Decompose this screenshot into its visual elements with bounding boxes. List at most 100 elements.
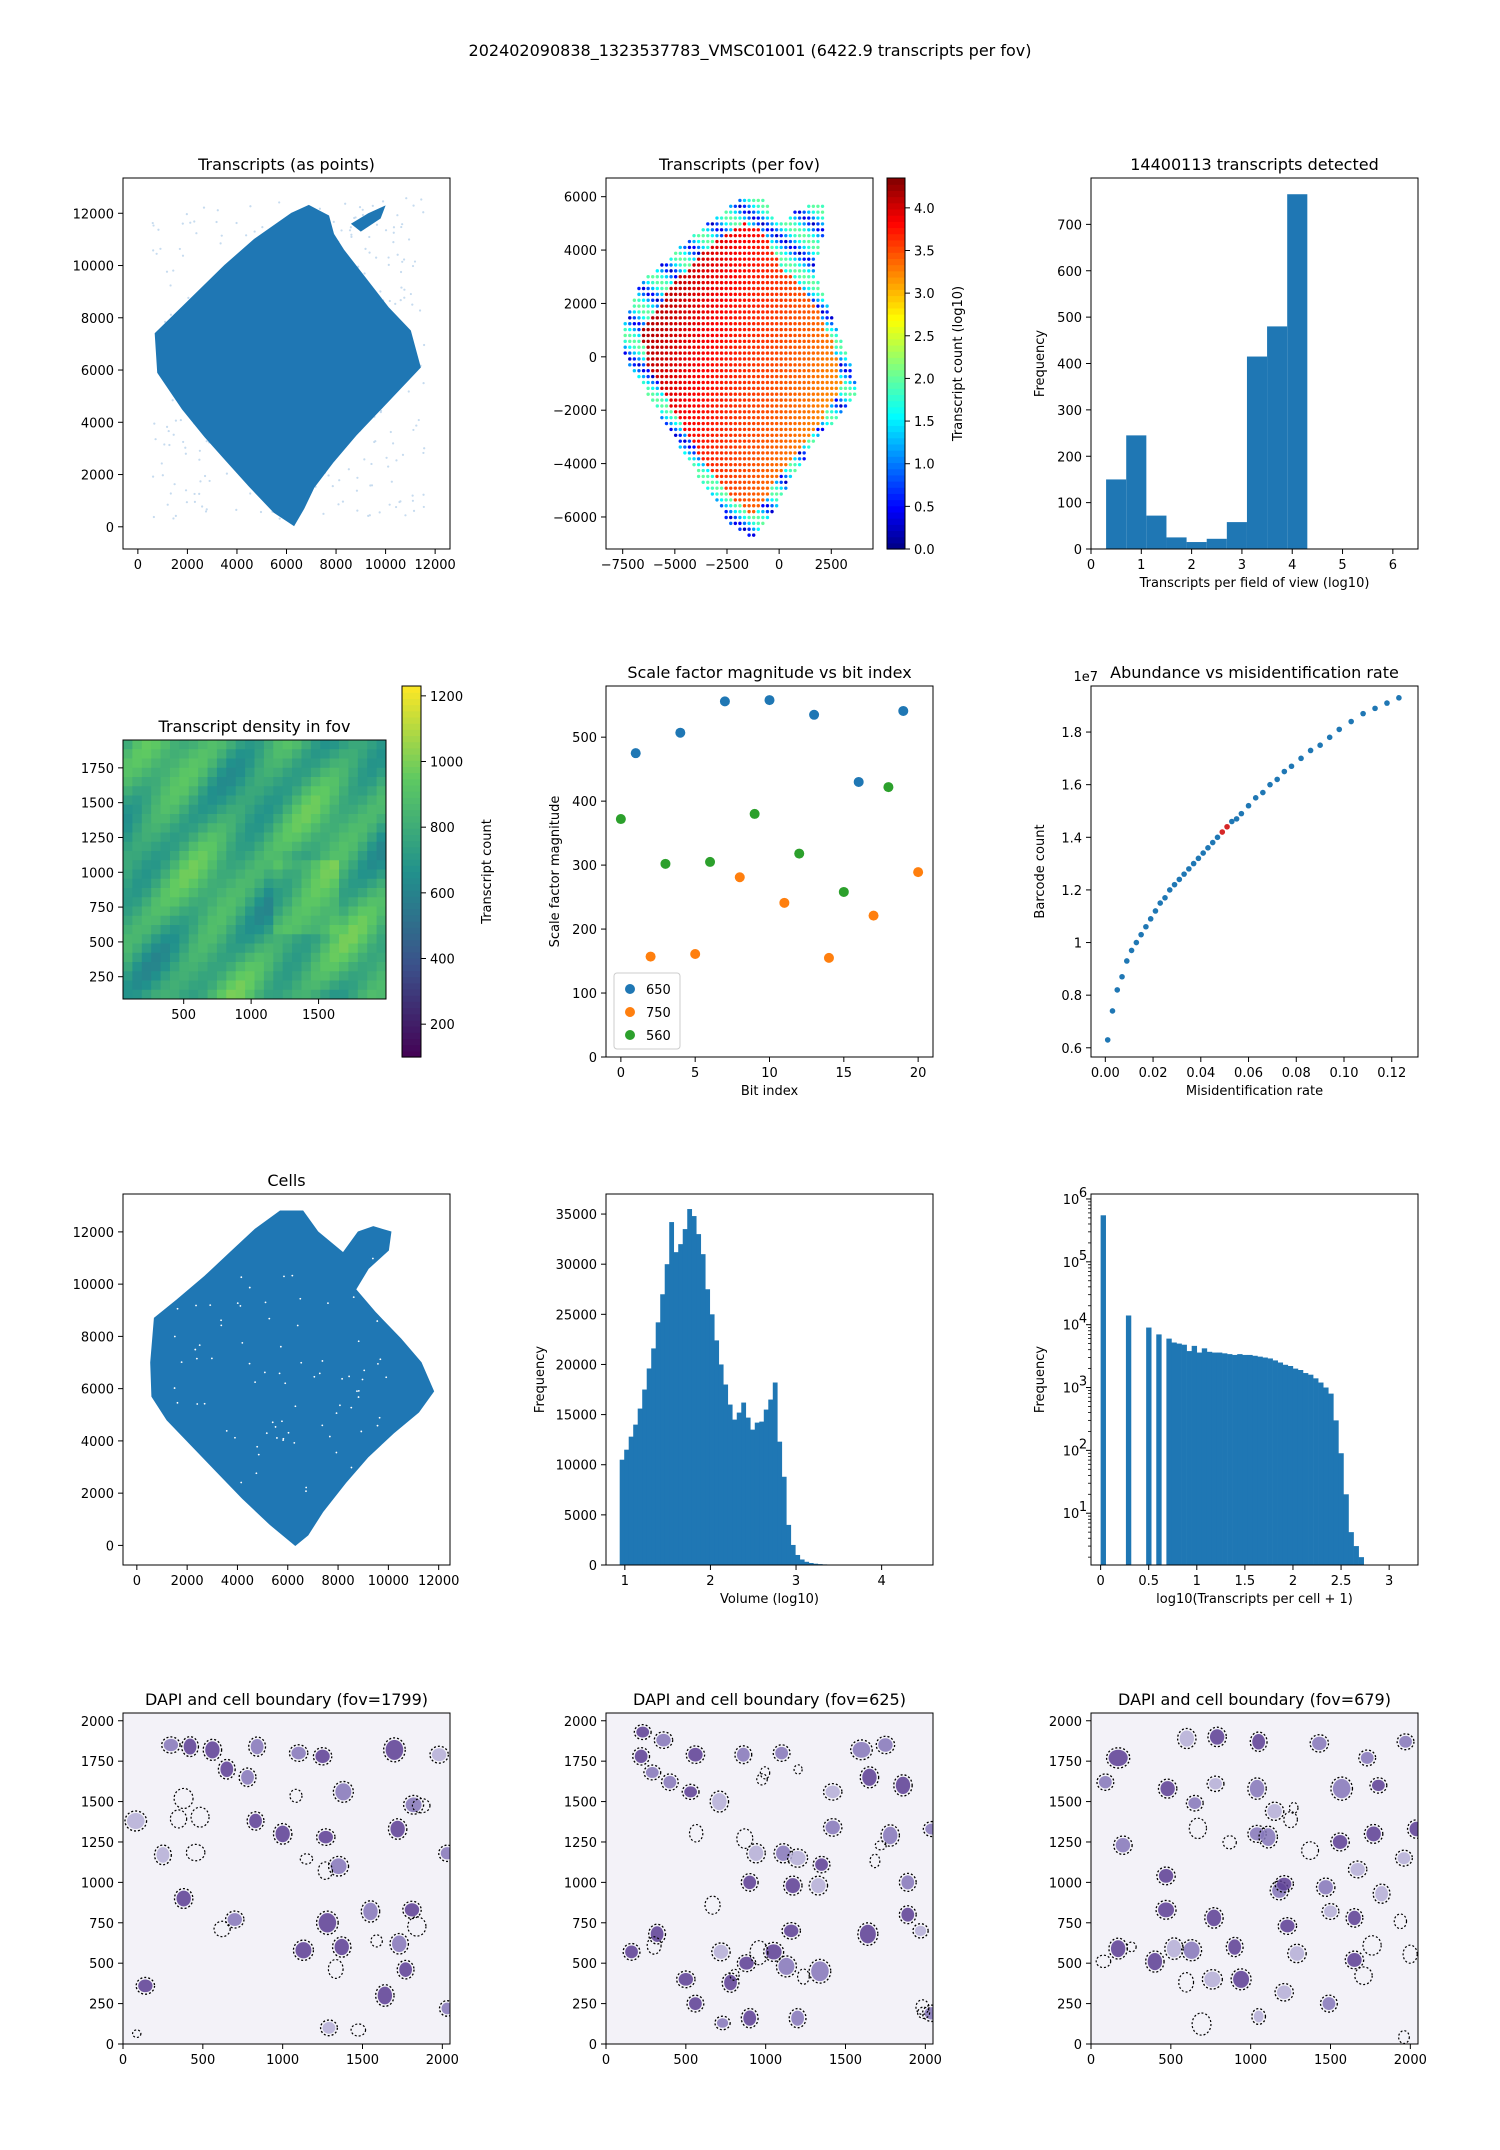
sparse-transcript-point — [193, 492, 196, 496]
density-cell — [216, 758, 227, 769]
density-cell — [123, 777, 133, 787]
density-cell — [263, 841, 274, 852]
cell-gap — [300, 1361, 303, 1364]
fov-point — [701, 322, 705, 326]
fov-point — [710, 457, 715, 461]
fov-point — [747, 292, 751, 297]
histogram-bar — [1196, 1352, 1203, 1565]
fov-point — [729, 251, 733, 255]
colorbar-tick-label: 3.5 — [914, 244, 935, 259]
fov-point — [637, 316, 641, 320]
fov-point — [770, 345, 774, 349]
density-cell — [292, 841, 302, 852]
fov-point — [637, 351, 641, 355]
fov-point — [784, 345, 788, 349]
fov-point — [820, 222, 825, 226]
density-cell — [132, 767, 143, 778]
axes-frame — [1090, 685, 1419, 1058]
density-cell — [292, 832, 302, 843]
density-cell — [329, 777, 340, 787]
density-cell — [273, 869, 284, 880]
density-cell — [198, 897, 209, 907]
fov-point — [692, 421, 696, 426]
fov-point — [696, 357, 701, 361]
fov-point — [710, 310, 715, 314]
colorbar-label: Transcript count (log10) — [951, 286, 966, 442]
sparse-transcript-point — [349, 226, 352, 229]
barcode-point — [1133, 939, 1140, 946]
fov-point — [756, 351, 760, 355]
scale-factor-point — [734, 872, 745, 883]
fov-point — [719, 298, 724, 302]
fov-point — [816, 351, 820, 355]
colorbar-segment — [887, 480, 905, 488]
density-cell — [254, 962, 265, 972]
density-cell — [263, 989, 274, 1000]
cell-gap — [240, 1481, 243, 1484]
fov-point — [706, 304, 710, 308]
fov-point — [765, 427, 770, 432]
fov-point — [770, 222, 774, 226]
fov-point — [779, 339, 783, 344]
fov-point — [710, 345, 715, 349]
fov-point — [687, 269, 692, 273]
fov-point — [825, 316, 829, 320]
nucleus — [1289, 1946, 1305, 1961]
fov-point — [788, 345, 793, 349]
fov-point — [733, 345, 738, 349]
density-cell — [273, 989, 284, 1000]
density-cell — [301, 897, 312, 907]
density-cell — [320, 980, 331, 991]
fov-point — [729, 480, 733, 484]
cell-boundary — [1206, 1775, 1225, 1793]
fov-point — [756, 210, 760, 214]
density-cell — [376, 915, 387, 926]
fov-point — [669, 263, 673, 267]
fov-point — [834, 339, 838, 344]
histogram-bar — [727, 1404, 733, 1565]
fov-point — [701, 304, 705, 308]
fov-point — [646, 392, 650, 396]
fov-point — [784, 457, 788, 461]
fov-point — [719, 374, 724, 379]
histogram-bar — [1333, 1420, 1339, 1565]
density-cell — [169, 962, 180, 972]
fov-point — [655, 351, 660, 355]
fov-point — [655, 339, 660, 344]
density-cell — [123, 925, 133, 935]
fov-point — [820, 345, 825, 349]
nucleus — [275, 1825, 290, 1843]
cell-gap — [281, 1420, 283, 1423]
barcode-point — [1152, 908, 1159, 914]
cell-boundary — [782, 1875, 803, 1896]
panel-title: DAPI and cell boundary (fov=1799) — [145, 1690, 428, 1709]
cell-boundary — [1274, 1875, 1295, 1893]
density-cell — [254, 758, 265, 769]
fov-point — [651, 286, 655, 291]
density-cell — [207, 814, 218, 824]
fov-point — [788, 310, 793, 314]
fov-point — [738, 468, 742, 473]
fov-point — [811, 210, 816, 214]
fov-point — [673, 339, 678, 344]
fov-point — [765, 322, 770, 326]
histogram-bar — [1186, 542, 1207, 549]
fov-point — [660, 327, 664, 332]
fov-point — [747, 351, 751, 355]
fov-point — [710, 322, 715, 326]
fov-point — [673, 304, 678, 308]
fov-point — [646, 275, 650, 279]
fov-point — [742, 439, 747, 443]
fov-point — [816, 280, 820, 285]
fov-point — [715, 222, 719, 226]
fov-point — [715, 480, 719, 484]
fov-point — [724, 245, 728, 250]
fov-point — [683, 322, 687, 326]
nucleus — [440, 1847, 450, 1860]
fov-point — [816, 404, 820, 408]
fov-point — [761, 421, 765, 426]
fov-point — [687, 304, 692, 308]
density-cell — [188, 980, 199, 991]
fov-point — [829, 351, 834, 355]
colorbar-tick-label: 2.5 — [914, 330, 935, 345]
